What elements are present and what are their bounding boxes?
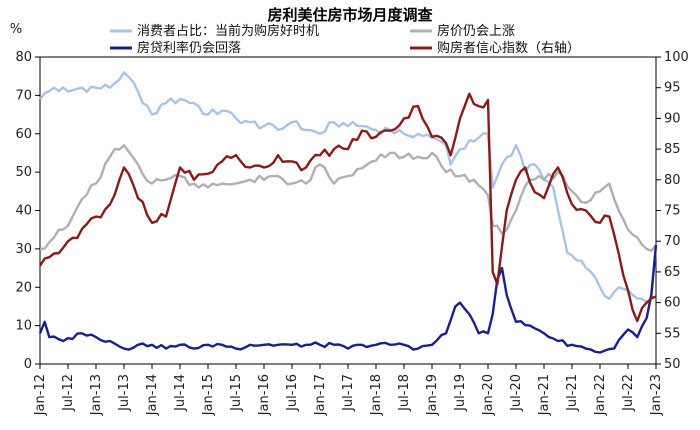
x-axis-tick-label: Jan-19 xyxy=(425,374,440,416)
plot-border xyxy=(39,56,657,365)
right-axis-tick-label: 50 xyxy=(664,357,681,372)
left-axis-tick-label: 80 xyxy=(15,50,32,65)
left-axis-tick-label: 30 xyxy=(15,242,32,257)
x-axis-tick-label: Jul-13 xyxy=(117,374,132,412)
x-axis-tick-label: Jul-22 xyxy=(621,374,636,412)
x-axis-tick-label: Jan-12 xyxy=(33,374,48,416)
legend-label-3: 房贷利率仍会回落 xyxy=(137,40,241,56)
left-axis-tick-label: 10 xyxy=(15,319,32,334)
legend-label-4: 购房者信心指数（右轴） xyxy=(437,40,580,56)
right-axis-tick-label: 90 xyxy=(664,111,681,126)
left-axis-unit: % xyxy=(10,22,22,37)
x-axis-tick-label: Jul-18 xyxy=(397,374,412,412)
right-axis-tick-label: 75 xyxy=(664,204,681,219)
x-axis-tick-label: Jul-17 xyxy=(341,374,356,412)
x-axis-tick-label: Jul-16 xyxy=(285,374,300,412)
left-axis-tick-label: 20 xyxy=(15,280,32,295)
left-axis-tick-label: 50 xyxy=(15,165,32,180)
right-axis-tick-label: 100 xyxy=(664,50,689,65)
x-axis-tick-label: Jul-20 xyxy=(509,374,524,412)
x-axis-tick-label: Jan-14 xyxy=(145,374,160,416)
right-axis-tick-label: 85 xyxy=(664,142,681,157)
right-axis-tick-label: 65 xyxy=(664,265,681,280)
series-line-3 xyxy=(38,244,658,354)
x-axis-tick-label: Jul-19 xyxy=(453,374,468,412)
left-axis-tick-label: 60 xyxy=(15,127,32,142)
plot-frame xyxy=(39,56,657,365)
left-axis-tick-label: 0 xyxy=(24,357,32,372)
series-line-2 xyxy=(39,144,657,252)
x-axis-tick-label: Jan-20 xyxy=(481,374,496,416)
series-line-1 xyxy=(39,71,658,304)
series-lines xyxy=(38,71,658,354)
right-axis-tick-label: 70 xyxy=(664,234,681,249)
x-axis-tick-label: Jan-21 xyxy=(537,374,552,416)
x-axis-tick-label: Jan-15 xyxy=(201,374,216,416)
series-line-4 xyxy=(38,92,657,323)
x-axis-tick-label: Jan-23 xyxy=(649,374,664,416)
axes: 0 10 20 30 40 50 60 70 80 50 55 60 65 70 75 80 85 90 95 100… xyxy=(15,50,688,416)
x-axis-tick-label: Jan-16 xyxy=(257,374,272,416)
x-axis-tick-label: Jan-13 xyxy=(89,374,104,416)
left-axis-tick-label: 40 xyxy=(15,204,32,219)
x-axis-tick-label: Jan-22 xyxy=(593,374,608,416)
x-axis-tick-label: Jan-18 xyxy=(369,374,384,416)
left-axis-tick-label: 70 xyxy=(15,88,32,103)
x-axis-tick-label: Jul-15 xyxy=(229,374,244,412)
legend-label-2: 房价仍会上涨 xyxy=(437,23,515,39)
x-axis-tick-label: Jul-12 xyxy=(61,374,76,412)
right-axis-tick-label: 60 xyxy=(664,296,681,311)
right-axis-tick-label: 55 xyxy=(664,326,681,341)
x-axis-tick-label: Jan-17 xyxy=(313,374,328,416)
chart-title: 房利美住房市场月度调查 xyxy=(267,6,433,24)
legend-label-1: 消费者占比：当前为购房好时机 xyxy=(137,23,319,39)
x-axis-tick-label: Jul-14 xyxy=(173,374,188,412)
right-axis-tick-label: 80 xyxy=(664,173,681,188)
x-axis-tick-label: Jul-21 xyxy=(565,374,580,412)
right-axis-tick-label: 95 xyxy=(664,81,681,96)
